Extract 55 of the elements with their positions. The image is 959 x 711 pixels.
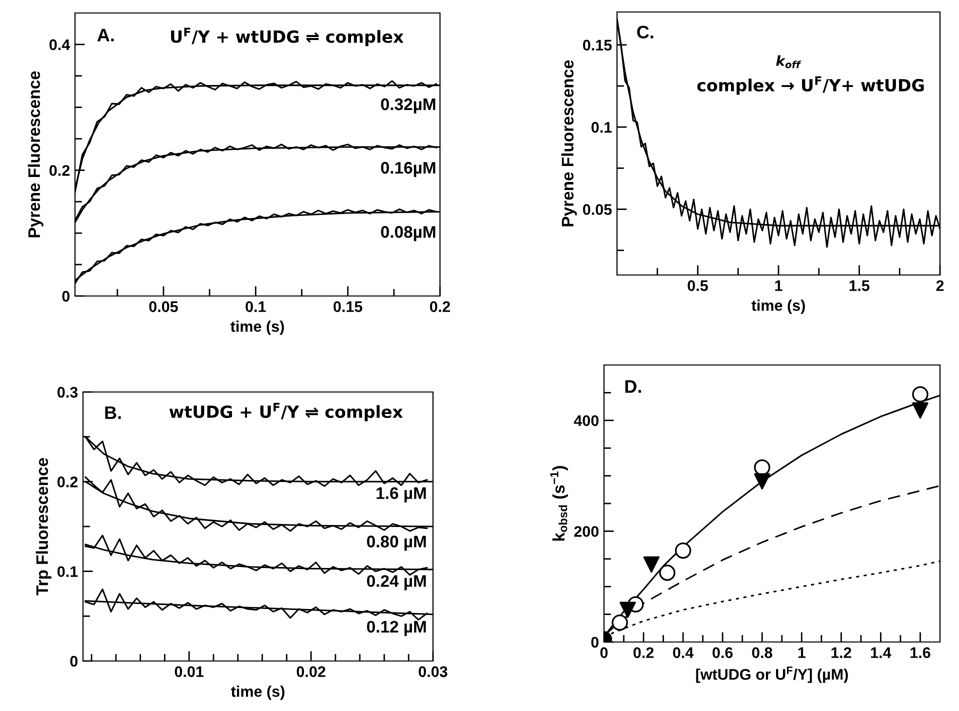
y-tick-label: 0 <box>591 636 599 648</box>
x-tick-label: 0.2 <box>634 647 654 658</box>
x-tick-label: 0.2 <box>430 301 450 312</box>
x-tick-label: 2 <box>936 280 944 291</box>
y-tick-label: 0.2 <box>50 165 70 176</box>
y-tick-label: 0.05 <box>583 204 612 215</box>
x-axis-title: time (s) <box>230 320 284 335</box>
y-tick-label: 0.15 <box>583 40 612 51</box>
x-tick-label: 0.4 <box>673 647 694 658</box>
series-label: 1.6 µM <box>376 487 426 502</box>
x-tick-label: 0.03 <box>418 666 448 678</box>
y-tick-label: 0.2 <box>58 476 78 488</box>
annotation: U$^{F}$/Y + wtUDG ⇌ complex <box>171 28 404 46</box>
y-tick-label: 400 <box>574 415 599 426</box>
x-axis-title: time (s) <box>752 300 805 314</box>
text: D. <box>625 380 641 393</box>
x-axis-title: [wtUDG or U$^{F}$/Y] (µM) <box>696 666 848 683</box>
annotation: wtUDG + U$^{F}$/Y ⇌ complex <box>169 402 403 422</box>
x-tick-label: 0.01 <box>174 666 204 678</box>
text: C. <box>637 26 654 38</box>
series-label: 0.80 µM <box>367 536 426 551</box>
y-tick-label: 0 <box>70 656 78 667</box>
y-tick-label: 0.3 <box>58 386 78 398</box>
x-tick-label: 0.1 <box>246 301 266 312</box>
x-tick-label: 0.5 <box>688 280 708 292</box>
y-axis-title: Trp Fluorescence <box>36 458 52 596</box>
x-tick-label: 1.6 <box>910 647 930 658</box>
x-tick-label: 0.15 <box>334 301 362 312</box>
x-tick-label: 1 <box>775 280 782 291</box>
y-axis-title: Pyrene Fluorescence <box>28 71 44 238</box>
y-tick-label: 0.4 <box>50 39 70 50</box>
series-label: 0.32µM <box>381 98 436 114</box>
annotation: complex → U$^{F}$/Y+ wtUDG <box>697 76 924 95</box>
text: B. <box>105 406 121 419</box>
x-tick-label: 1.4 <box>871 647 892 658</box>
x-tick-label: 0.8 <box>752 647 772 658</box>
series-label: 0.08µM <box>381 226 436 242</box>
x-tick-label: 0.6 <box>712 647 733 658</box>
y-tick-label: 0.1 <box>58 566 78 578</box>
series-label: 0.16µM <box>381 162 436 178</box>
y-tick-label: 0.1 <box>592 122 612 133</box>
y-axis-title: Pyrene Fluorescence <box>561 60 577 226</box>
x-tick-label: 1 <box>798 647 806 658</box>
y-axis-title: k$_{obsd}$ (s$^{−1}$) <box>550 466 568 541</box>
series-label: 0.24 µM <box>367 575 426 590</box>
y-tick-label: 0 <box>62 290 70 302</box>
series-label: 0.12 µM <box>367 620 426 636</box>
x-tick-label: 1.5 <box>850 280 870 292</box>
text: A. <box>97 28 114 42</box>
annotation: k$_{off}$ <box>776 55 802 68</box>
y-tick-label: 200 <box>574 526 599 537</box>
x-tick-label: 1.2 <box>832 647 852 658</box>
x-tick-label: 0.05 <box>149 301 178 312</box>
x-axis-title: time (s) <box>231 686 284 700</box>
x-tick-label: 0.02 <box>296 666 326 678</box>
